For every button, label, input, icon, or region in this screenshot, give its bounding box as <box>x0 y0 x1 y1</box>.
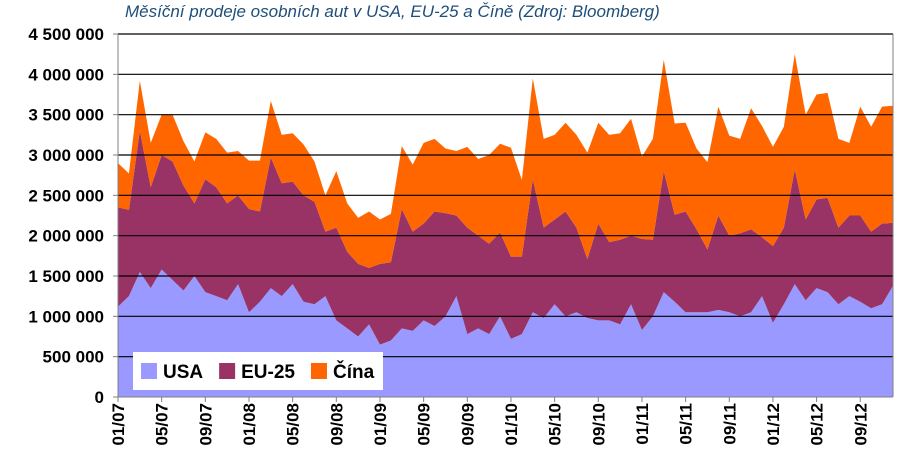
x-tick-label: 05/07 <box>153 403 172 446</box>
x-tick-label: 09/08 <box>327 403 346 446</box>
y-tick-label: 1 500 000 <box>28 267 104 286</box>
chart-title: Měsíční prodeje osobních aut v USA, EU-2… <box>125 2 660 21</box>
y-tick-label: 4 000 000 <box>28 65 104 84</box>
x-tick-label: 01/11 <box>633 403 652 445</box>
x-tick-label: 01/10 <box>502 403 521 446</box>
axes <box>117 33 894 398</box>
x-tick-label: 01/09 <box>371 403 390 446</box>
x-tick-label: 01/08 <box>240 403 259 446</box>
x-tick-label: 09/07 <box>196 403 215 446</box>
legend-label-eu-25: EU-25 <box>241 362 295 383</box>
y-tick-label: 3 500 000 <box>28 106 104 125</box>
y-axis-tick-labels: 0 500 000 1 000 000 1 500 000 2 000 000 2 500… <box>28 25 118 407</box>
legend-label-usa: USA <box>163 362 203 383</box>
legend-swatch-usa <box>141 363 157 379</box>
x-tick-label: 05/08 <box>284 403 303 446</box>
legend-swatch--na <box>310 363 327 379</box>
x-tick-label: 09/10 <box>589 403 608 446</box>
x-tick-label: 05/10 <box>546 403 565 446</box>
x-tick-label: 01/12 <box>764 403 783 446</box>
x-tick-label: 09/09 <box>458 403 477 446</box>
x-tick-label: 09/11 <box>720 403 739 445</box>
y-tick-label: 0 <box>95 388 104 407</box>
legend-swatch-eu-25 <box>219 363 236 379</box>
x-tick-label: 01/07 <box>109 403 128 446</box>
y-tick-label: 2 500 000 <box>28 186 104 205</box>
y-tick-label: 1 000 000 <box>28 307 104 326</box>
x-tick-label: 09/12 <box>851 403 870 446</box>
x-axis-tick-labels: 01/07 05/07 09/07 01/08 05/08 09/08 01/09 05/09… <box>109 397 870 446</box>
legend-box <box>133 352 383 390</box>
x-tick-label: 05/12 <box>808 403 827 446</box>
series-area--na <box>118 54 893 268</box>
legend-label--na: Čína <box>333 361 375 383</box>
x-tick-label: 05/11 <box>677 403 696 445</box>
x-tick-label: 05/09 <box>415 403 434 446</box>
y-tick-label: 2 000 000 <box>28 227 104 246</box>
legend: USA EU-25 Čína <box>133 352 383 390</box>
series-area-eu-25 <box>118 130 893 345</box>
y-tick-label: 3 000 000 <box>28 146 104 165</box>
y-tick-label: 500 000 <box>43 348 104 367</box>
y-tick-label: 4 500 000 <box>28 25 104 44</box>
